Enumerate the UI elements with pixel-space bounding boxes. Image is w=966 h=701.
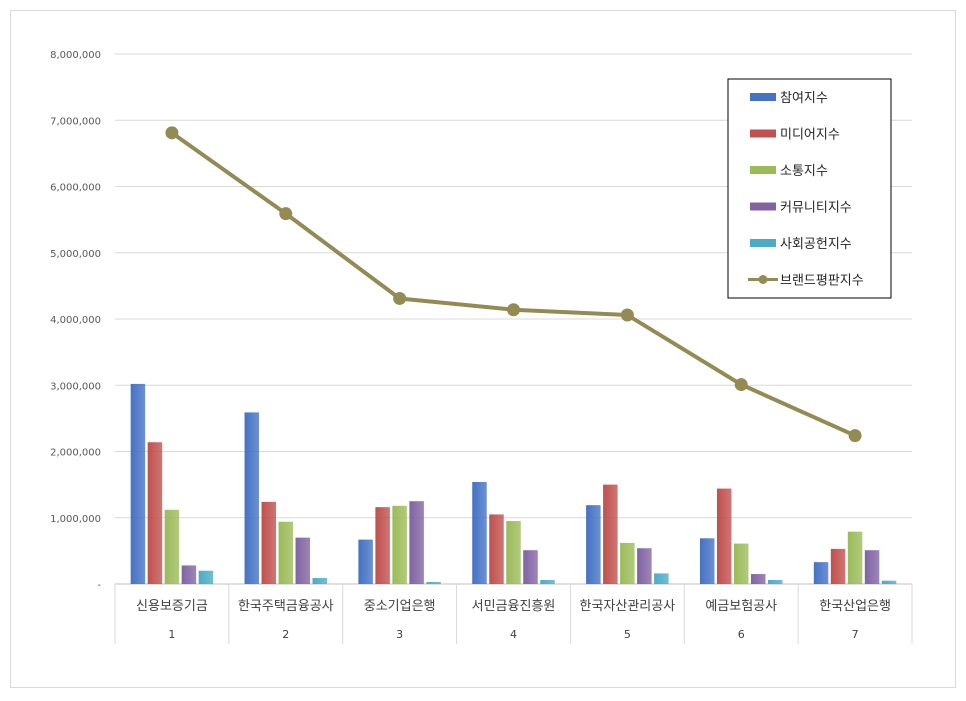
y-tick-label: 8,000,000 <box>50 50 101 61</box>
legend-label: 참여지수 <box>780 91 828 106</box>
bar-미디어지수 <box>489 514 504 584</box>
y-tick-label: 7,000,000 <box>50 116 101 127</box>
bar-소통지수 <box>506 521 521 584</box>
bar-미디어지수 <box>375 507 390 584</box>
bar-참여지수 <box>699 538 715 584</box>
legend-swatch <box>750 93 776 101</box>
y-tick-label: 3,000,000 <box>50 381 101 392</box>
line-point <box>165 126 179 140</box>
bar-소통지수 <box>620 542 635 584</box>
y-tick-label: 4,000,000 <box>50 315 101 326</box>
bar-미디어지수 <box>603 484 618 584</box>
category-label: 예금보험공사 <box>705 599 777 614</box>
category-number: 6 <box>738 628 745 641</box>
y-tick-label: 5,000,000 <box>50 249 101 260</box>
bar-소통지수 <box>733 543 749 584</box>
category-label: 한국자산관리공사 <box>580 599 676 614</box>
bar-사회공헌지수 <box>540 580 555 584</box>
category-number: 3 <box>396 628 403 641</box>
bar-사회공헌지수 <box>654 573 669 584</box>
legend-label: 커뮤니티지수 <box>780 201 852 216</box>
legend-label: 미디어지수 <box>780 128 840 143</box>
y-tick-label: 2,000,000 <box>50 448 101 459</box>
bar-참여지수 <box>586 505 601 584</box>
bar-참여지수 <box>130 383 146 584</box>
line-point <box>279 207 293 221</box>
category-label: 한국산업은행 <box>819 598 891 614</box>
line-point <box>620 308 634 322</box>
legend-box <box>727 78 892 299</box>
category-label: 중소기업은행 <box>364 598 436 614</box>
y-tick-label: 1,000,000 <box>50 514 101 525</box>
category-number: 5 <box>624 628 631 641</box>
category-number: 2 <box>282 628 289 641</box>
bar-사회공헌지수 <box>312 578 328 584</box>
legend-label: 소통지수 <box>780 164 828 179</box>
bar-사회공헌지수 <box>426 582 441 584</box>
line-point <box>507 303 520 317</box>
y-tick-label: - <box>97 580 101 591</box>
line-point <box>393 291 407 305</box>
bar-소통지수 <box>847 531 863 584</box>
category-label: 서민금융진흥원 <box>472 599 556 614</box>
bar-참여지수 <box>358 539 373 584</box>
bar-미디어지수 <box>261 501 277 584</box>
bar-소통지수 <box>164 509 180 584</box>
bar-사회공헌지수 <box>881 580 897 584</box>
bar-사회공헌지수 <box>767 580 783 584</box>
category-number: 1 <box>168 628 175 641</box>
legend-swatch <box>750 239 776 247</box>
bar-참여지수 <box>244 412 260 584</box>
category-number: 7 <box>852 628 859 641</box>
bar-커뮤니티지수 <box>181 565 197 584</box>
legend-swatch <box>750 166 776 174</box>
y-tick-label: 6,000,000 <box>50 183 101 194</box>
bar-커뮤니티지수 <box>637 548 652 584</box>
legend-swatch <box>750 202 776 211</box>
legend-label: 브랜드평판지수 <box>780 274 864 289</box>
bar-미디어지수 <box>147 442 163 584</box>
bar-참여지수 <box>472 481 487 584</box>
bar-커뮤니티지수 <box>750 574 766 584</box>
bar-사회공헌지수 <box>198 570 214 584</box>
legend-swatch <box>750 129 776 138</box>
bar-커뮤니티지수 <box>409 501 424 584</box>
bar-커뮤니티지수 <box>864 550 880 584</box>
bar-미디어지수 <box>716 488 732 584</box>
bar-소통지수 <box>278 521 294 584</box>
bar-커뮤니티지수 <box>295 537 311 584</box>
category-label: 한국주택금융공사 <box>238 599 334 614</box>
line-point <box>848 429 862 443</box>
line-point <box>734 378 748 392</box>
category-number: 4 <box>510 628 517 641</box>
legend-marker <box>758 275 768 284</box>
legend-label: 사회공헌지수 <box>780 237 852 252</box>
bar-소통지수 <box>392 505 407 584</box>
bar-커뮤니티지수 <box>523 550 538 584</box>
bar-미디어지수 <box>830 548 846 584</box>
bar-참여지수 <box>813 562 829 584</box>
category-label: 신용보증기금 <box>136 599 208 614</box>
